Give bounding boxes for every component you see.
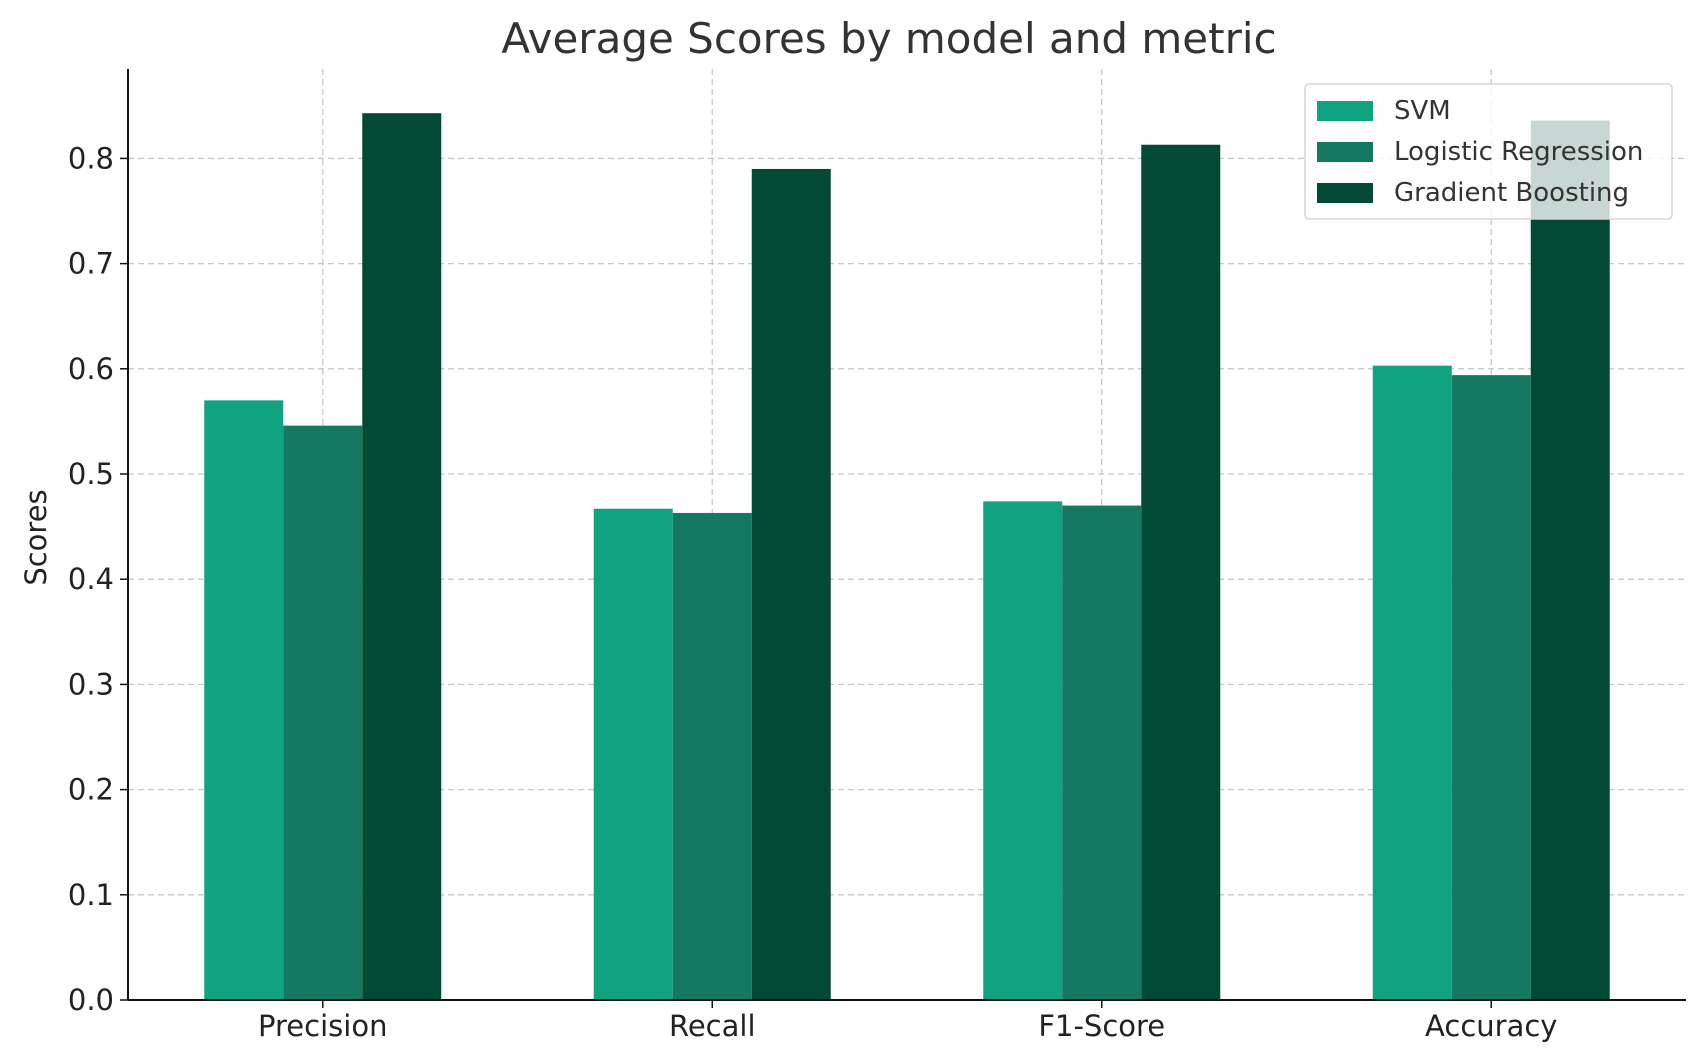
bar-logistic-regression-accuracy bbox=[1451, 375, 1531, 1000]
bar-logistic-regression-precision bbox=[283, 425, 363, 1000]
y-tick-label: 0.2 bbox=[68, 773, 114, 807]
y-axis-label: Scores bbox=[19, 489, 53, 585]
y-ticks: 0.0 0.1 0.2 0.3 0.4 0.5 0.6 0.7 0.8 bbox=[68, 141, 128, 1017]
y-tick-label: 0.0 bbox=[68, 983, 114, 1017]
y-tick-label: 0.7 bbox=[68, 247, 114, 281]
bar-gradient-boosting-precision bbox=[362, 113, 442, 1001]
y-tick-label: 0.8 bbox=[68, 141, 114, 175]
legend-label: SVM bbox=[1394, 96, 1451, 126]
legend-frame bbox=[1304, 83, 1673, 220]
bar-gradient-boosting-accuracy bbox=[1530, 120, 1610, 1001]
x-ticks: Precision Recall F1-Score Accuracy bbox=[258, 1000, 1557, 1043]
y-tick-label: 0.5 bbox=[68, 457, 114, 491]
bar-gradient-boosting-recall bbox=[751, 168, 831, 1000]
legend-label: Logistic Regression bbox=[1394, 137, 1643, 167]
bar-svm-precision bbox=[204, 400, 284, 1000]
legend-swatch bbox=[1317, 183, 1373, 203]
chart-title: Average Scores by model and metric bbox=[501, 14, 1276, 63]
y-tick-label: 0.1 bbox=[68, 878, 114, 912]
x-tick-label: Accuracy bbox=[1425, 1009, 1557, 1043]
y-tick-label: 0.3 bbox=[68, 667, 114, 701]
bar-svm-accuracy bbox=[1372, 365, 1452, 1001]
y-tick-label: 0.4 bbox=[68, 562, 114, 596]
bar-svm-recall bbox=[593, 508, 673, 1000]
x-tick-label: Recall bbox=[669, 1009, 756, 1043]
bar-gradient-boosting-f1-score bbox=[1141, 144, 1221, 1000]
legend-swatch bbox=[1317, 142, 1373, 162]
legend: SVM Logistic Regression Gradient Boosting bbox=[1304, 83, 1673, 220]
y-tick-label: 0.6 bbox=[68, 352, 114, 386]
x-tick-label: F1-Score bbox=[1038, 1009, 1165, 1043]
x-tick-label: Precision bbox=[258, 1009, 387, 1043]
bars bbox=[204, 113, 1610, 1001]
axes bbox=[127, 69, 1686, 1001]
legend-swatch bbox=[1317, 101, 1373, 121]
bar-svm-f1-score bbox=[983, 501, 1063, 1000]
bar-logistic-regression-recall bbox=[672, 512, 752, 1000]
legend-label: Gradient Boosting bbox=[1394, 178, 1629, 208]
bar-logistic-regression-f1-score bbox=[1062, 505, 1142, 1000]
